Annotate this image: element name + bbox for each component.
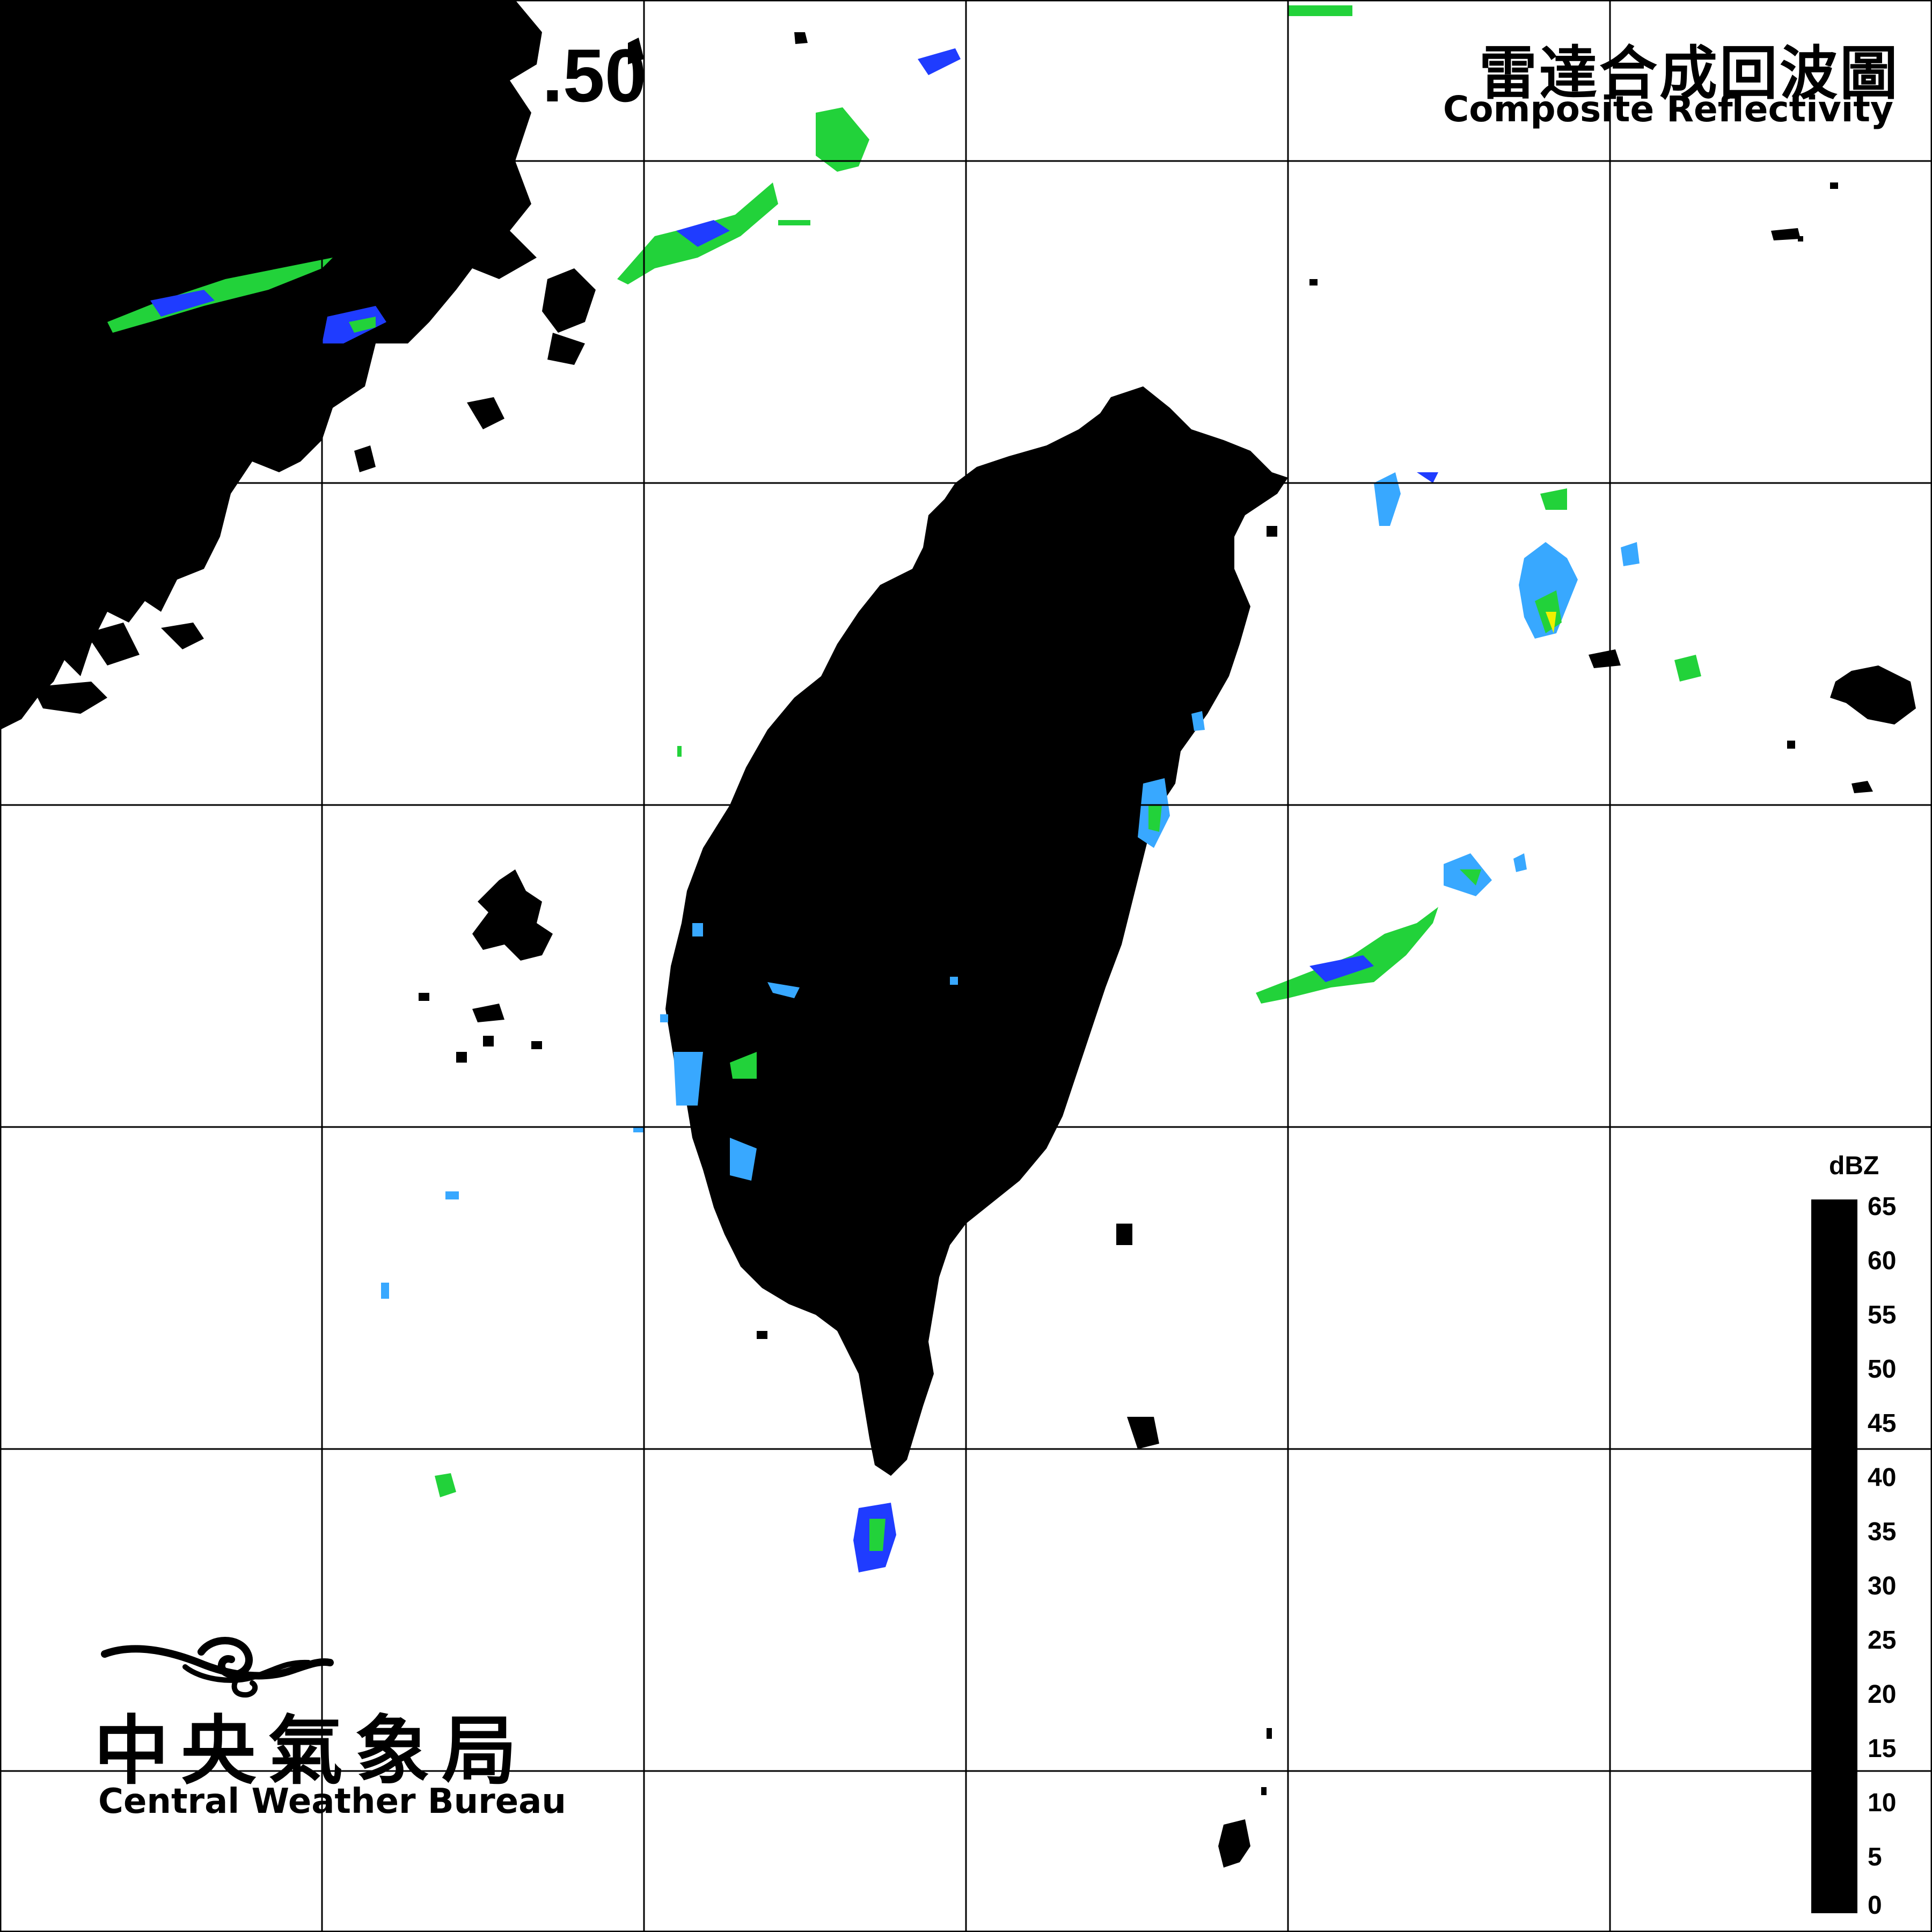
map-title-chinese: 雷達合成回波圖 bbox=[1479, 40, 1900, 107]
legend-tick: 5 bbox=[1868, 1843, 1882, 1871]
legend-tick: 10 bbox=[1868, 1789, 1897, 1817]
legend-tick: 35 bbox=[1868, 1518, 1897, 1546]
legend-tick: 0 bbox=[1868, 1891, 1882, 1920]
legend-tick: 20 bbox=[1868, 1680, 1897, 1709]
legend-tick: 15 bbox=[1868, 1735, 1897, 1763]
mainland-coast bbox=[0, 0, 542, 730]
legend-tick-labels: 65 60 55 50 45 40 35 30 25 20 15 10 5 0 bbox=[1868, 1194, 1927, 1919]
map-title-english: Composite Reflectivity bbox=[1443, 89, 1893, 130]
legend-tick: 60 bbox=[1868, 1247, 1897, 1275]
penghu-islands bbox=[472, 869, 553, 961]
legend-tick: 45 bbox=[1868, 1409, 1897, 1438]
legend-tick: 30 bbox=[1868, 1572, 1897, 1600]
agency-name-chinese: 中央氣象局 bbox=[94, 1708, 529, 1795]
timestamp-label: .50 bbox=[542, 33, 647, 118]
legend-tick: 55 bbox=[1868, 1301, 1897, 1329]
legend-color-bar bbox=[1811, 1199, 1857, 1913]
legend-tick: 40 bbox=[1868, 1463, 1897, 1492]
cwb-logo-icon bbox=[101, 1637, 334, 1698]
legend-tick: 65 bbox=[1868, 1192, 1897, 1221]
legend-unit: dBZ bbox=[1829, 1152, 1879, 1180]
legend-tick: 50 bbox=[1868, 1355, 1897, 1384]
taiwan-island bbox=[665, 386, 1288, 1476]
legend-tick: 25 bbox=[1868, 1626, 1897, 1655]
radar-echoes bbox=[107, 5, 1701, 1572]
agency-name-english: Central Weather Bureau bbox=[98, 1782, 566, 1821]
